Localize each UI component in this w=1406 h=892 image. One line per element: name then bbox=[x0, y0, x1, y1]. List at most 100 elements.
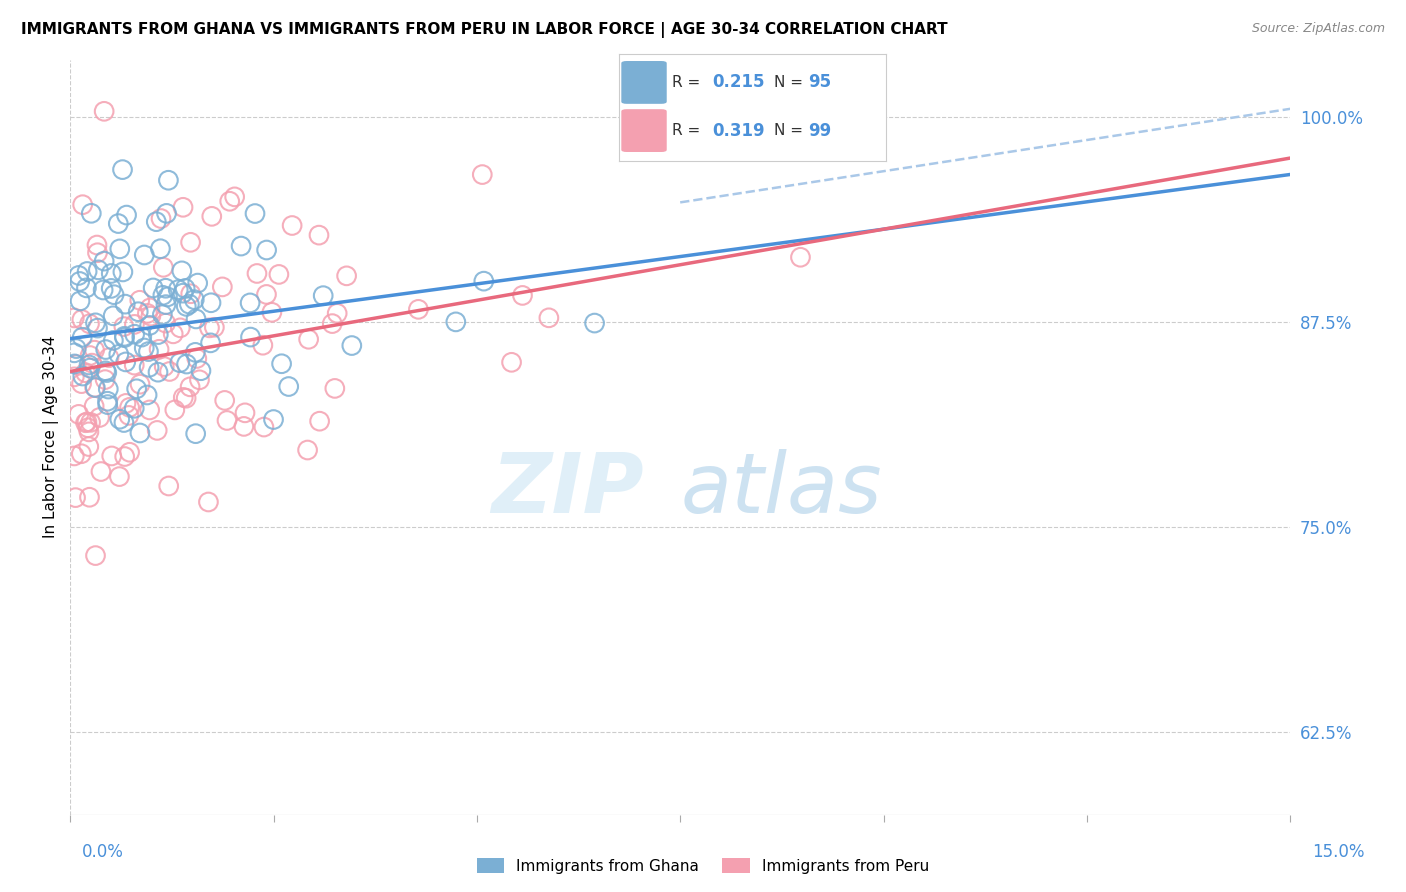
Point bbox=[198, 321, 221, 335]
Point bbox=[97, 382, 120, 396]
Point bbox=[118, 401, 141, 415]
Point bbox=[472, 274, 495, 288]
Point bbox=[202, 320, 225, 334]
Point bbox=[83, 399, 105, 413]
Point bbox=[139, 301, 162, 315]
Point bbox=[323, 381, 346, 395]
Point bbox=[583, 316, 606, 330]
Point bbox=[243, 206, 266, 220]
Point bbox=[326, 306, 349, 320]
Point bbox=[211, 280, 233, 294]
Point bbox=[84, 549, 107, 563]
Point bbox=[179, 380, 201, 394]
Text: 0.0%: 0.0% bbox=[82, 843, 124, 861]
Point bbox=[87, 263, 110, 277]
Point bbox=[80, 356, 103, 370]
Point bbox=[72, 369, 94, 384]
Point bbox=[146, 424, 169, 438]
Point bbox=[184, 426, 207, 441]
Point bbox=[159, 364, 181, 378]
Point bbox=[263, 412, 285, 426]
Point bbox=[174, 281, 197, 295]
Point bbox=[138, 403, 160, 417]
Point bbox=[100, 267, 122, 281]
Point bbox=[256, 287, 278, 301]
Point bbox=[125, 382, 148, 396]
Point bbox=[180, 286, 202, 301]
Point bbox=[69, 275, 91, 289]
Point bbox=[83, 380, 105, 394]
Point bbox=[100, 449, 122, 463]
Point bbox=[111, 265, 134, 279]
Point bbox=[86, 321, 108, 335]
Point bbox=[77, 425, 100, 439]
Point bbox=[97, 398, 120, 412]
Point bbox=[148, 327, 170, 342]
Point bbox=[215, 413, 238, 427]
Point bbox=[169, 321, 191, 335]
Point bbox=[65, 491, 87, 505]
Point bbox=[336, 268, 359, 283]
Point bbox=[183, 293, 205, 307]
Point bbox=[124, 318, 146, 332]
Point bbox=[122, 401, 145, 416]
Point bbox=[201, 210, 224, 224]
Point bbox=[145, 215, 167, 229]
Point bbox=[187, 276, 209, 290]
Point bbox=[172, 200, 194, 214]
Point bbox=[103, 287, 125, 301]
Point bbox=[115, 396, 138, 410]
Point bbox=[79, 416, 101, 430]
Point bbox=[112, 329, 135, 343]
Point bbox=[281, 219, 304, 233]
Point bbox=[70, 330, 93, 344]
Point bbox=[149, 242, 172, 256]
Point bbox=[93, 254, 115, 268]
Point bbox=[94, 373, 117, 387]
Point bbox=[224, 190, 246, 204]
Point bbox=[107, 217, 129, 231]
Point bbox=[163, 403, 186, 417]
Point bbox=[84, 380, 107, 394]
Text: ZIP: ZIP bbox=[491, 450, 644, 531]
Point bbox=[179, 297, 201, 311]
Point bbox=[233, 406, 256, 420]
Point bbox=[444, 315, 467, 329]
Point bbox=[75, 366, 97, 380]
Point bbox=[69, 293, 91, 308]
Point bbox=[108, 469, 131, 483]
Text: 95: 95 bbox=[808, 73, 831, 91]
Point bbox=[128, 293, 150, 308]
Point bbox=[174, 391, 197, 405]
Point bbox=[408, 302, 430, 317]
Point bbox=[142, 281, 165, 295]
Point bbox=[76, 264, 98, 278]
Point bbox=[152, 288, 174, 302]
Text: Source: ZipAtlas.com: Source: ZipAtlas.com bbox=[1251, 22, 1385, 36]
Point bbox=[277, 379, 299, 393]
Point bbox=[298, 332, 321, 346]
Point bbox=[76, 415, 98, 429]
Point bbox=[152, 260, 174, 275]
Point bbox=[190, 364, 212, 378]
Point bbox=[180, 235, 202, 250]
Point bbox=[512, 288, 534, 302]
Point bbox=[83, 343, 105, 358]
Point bbox=[150, 211, 173, 226]
Point bbox=[114, 297, 136, 311]
Point bbox=[150, 308, 173, 322]
Text: IMMIGRANTS FROM GHANA VS IMMIGRANTS FROM PERU IN LABOR FORCE | AGE 30-34 CORRELA: IMMIGRANTS FROM GHANA VS IMMIGRANTS FROM… bbox=[21, 22, 948, 38]
Text: 99: 99 bbox=[808, 121, 831, 139]
FancyBboxPatch shape bbox=[621, 61, 666, 103]
Point bbox=[63, 310, 86, 325]
Point bbox=[80, 206, 103, 220]
Point bbox=[91, 283, 114, 297]
Text: R =: R = bbox=[672, 75, 706, 90]
Point bbox=[111, 162, 134, 177]
Point bbox=[118, 409, 141, 423]
Point bbox=[84, 316, 107, 330]
Point bbox=[129, 425, 152, 440]
Point bbox=[70, 447, 93, 461]
Point bbox=[86, 238, 108, 252]
Point bbox=[501, 355, 523, 369]
